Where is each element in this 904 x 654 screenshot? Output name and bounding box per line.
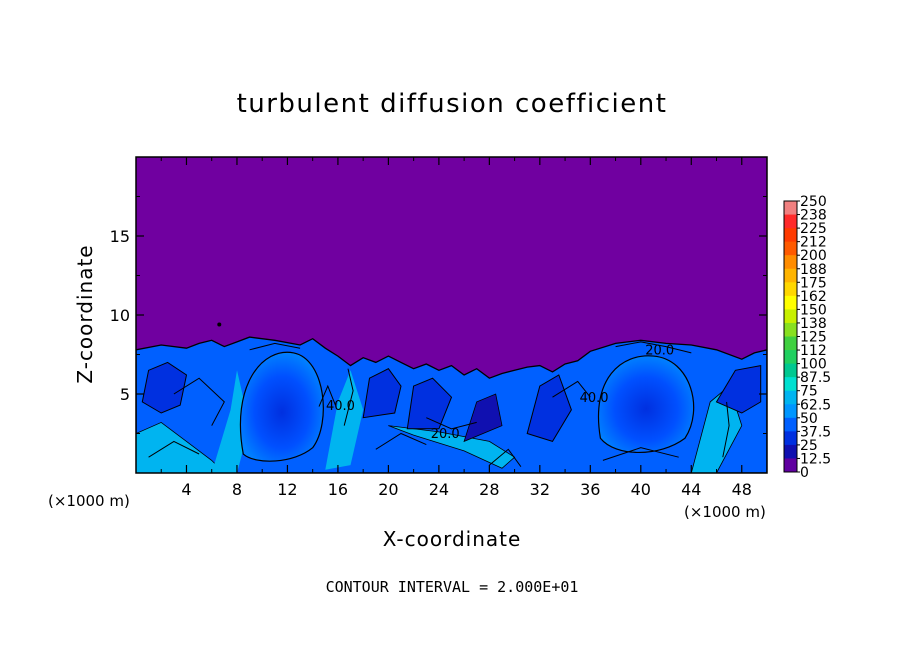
vortex (598, 355, 695, 453)
x-unit-label: (×1000 m) (684, 503, 766, 521)
x-tick-label: 36 (580, 480, 600, 499)
x-tick-label: 16 (328, 480, 348, 499)
vortex (463, 393, 503, 443)
vortex (239, 351, 324, 462)
y-axis-label: Z-coordinate (73, 244, 97, 383)
colorbar-label: 37.5 (800, 424, 831, 440)
colorbar-label: 250 (800, 194, 827, 210)
x-tick-label: 20 (378, 480, 398, 499)
colorbar-label: 75 (800, 384, 818, 400)
colorbar-cell (784, 458, 797, 473)
colorbar-label: 87.5 (800, 370, 831, 386)
cyan-streak (388, 425, 516, 469)
colorbar: 2502382252122001881751621501381251121008… (783, 194, 831, 481)
contour-label: 40.0 (580, 391, 609, 406)
colorbar-cell (784, 268, 797, 283)
contour-line (375, 432, 427, 450)
contour-label: 20.0 (431, 427, 460, 442)
x-tick-label: 28 (479, 480, 499, 499)
colorbar-label: 225 (800, 221, 827, 237)
y-tick-label: 5 (120, 385, 130, 404)
y-axis-ticks: 5 10 15 (110, 196, 767, 434)
plot-area: 20.0 40.0 40.0 20.0 (135, 156, 768, 474)
colorbar-cell (784, 309, 797, 324)
x-tick-label: 48 (732, 480, 752, 499)
colorbar-cell (784, 201, 797, 215)
colorbar-cell (784, 390, 797, 405)
contour-label: 20.0 (645, 344, 674, 359)
colorbar-label: 212 (800, 235, 827, 251)
y-tick-label: 10 (110, 306, 130, 325)
turbulence-field: 20.0 40.0 40.0 20.0 (136, 322, 767, 473)
contour-line (602, 447, 679, 461)
colorbar-label: 200 (800, 248, 827, 264)
colorbar-label: 62.5 (800, 397, 831, 413)
colorbar-label: 12.5 (800, 451, 831, 467)
colorbar-cell (784, 336, 797, 351)
vortex (715, 364, 762, 414)
colorbar-label: 188 (800, 262, 827, 278)
x-tick-label: 40 (631, 480, 651, 499)
colorbar-label: 112 (800, 343, 827, 359)
colorbar-label: 238 (800, 208, 827, 224)
x-axis-ticks: 4 8 12 16 20 24 28 32 36 40 44 48 (160, 157, 752, 499)
colorbar-cell (784, 417, 797, 432)
vortex (141, 361, 188, 414)
colorbar-cell (784, 377, 797, 392)
colorbar-cell (784, 350, 797, 364)
contour-label: 40.0 (326, 399, 355, 414)
contour-line (249, 342, 301, 351)
colorbar-label: 150 (800, 302, 827, 318)
colorbar-cell (784, 431, 797, 446)
vortex (362, 368, 402, 419)
colorbar-cell (784, 322, 797, 337)
colorbar-cell (784, 444, 797, 459)
colorbar-cell (784, 241, 797, 256)
contour-line (615, 341, 692, 354)
colorbar-cell (784, 363, 797, 378)
contour-line (426, 417, 477, 430)
colorbar-cell (784, 255, 797, 270)
colorbar-cell (784, 295, 797, 310)
vortex (406, 377, 453, 430)
x-tick-label: 12 (277, 480, 297, 499)
colorbar-label: 100 (800, 357, 827, 373)
contour-line (173, 377, 225, 426)
y-tick-label: 15 (110, 227, 130, 246)
colorbar-cell (784, 404, 797, 419)
contour-line (489, 448, 522, 467)
contour-line (343, 368, 354, 426)
contour-line (148, 440, 200, 458)
colorbar-label: 138 (800, 316, 827, 332)
colorbar-cell (784, 228, 797, 243)
contour-line (318, 384, 336, 407)
x-tick-label: 4 (181, 480, 191, 499)
cyan-streak (325, 370, 364, 470)
contour-dot (217, 322, 222, 327)
x-tick-label: 8 (232, 480, 242, 499)
colorbar-label: 0 (800, 465, 809, 481)
colorbar-label: 25 (800, 438, 818, 454)
x-axis-label: X-coordinate (383, 527, 522, 551)
chart-title: turbulent diffusion coefficient (237, 89, 668, 119)
vortex (526, 374, 572, 442)
colorbar-cell (784, 282, 797, 297)
x-tick-label: 32 (530, 480, 550, 499)
colorbar-cell (784, 214, 797, 229)
cyan-streak (136, 421, 225, 473)
contour-line (552, 380, 591, 398)
colorbar-label: 50 (800, 411, 818, 427)
contour-line (722, 401, 730, 458)
colorbar-label: 162 (800, 289, 827, 305)
x-tick-label: 44 (681, 480, 701, 499)
colorbar-label: 175 (800, 275, 827, 291)
colorbar-label: 125 (800, 330, 827, 346)
z-unit-label: (×1000 m) (48, 492, 130, 510)
x-tick-label: 24 (429, 480, 449, 499)
contour-interval-note: CONTOUR INTERVAL = 2.000E+01 (326, 578, 579, 596)
cyan-streak (211, 370, 250, 473)
